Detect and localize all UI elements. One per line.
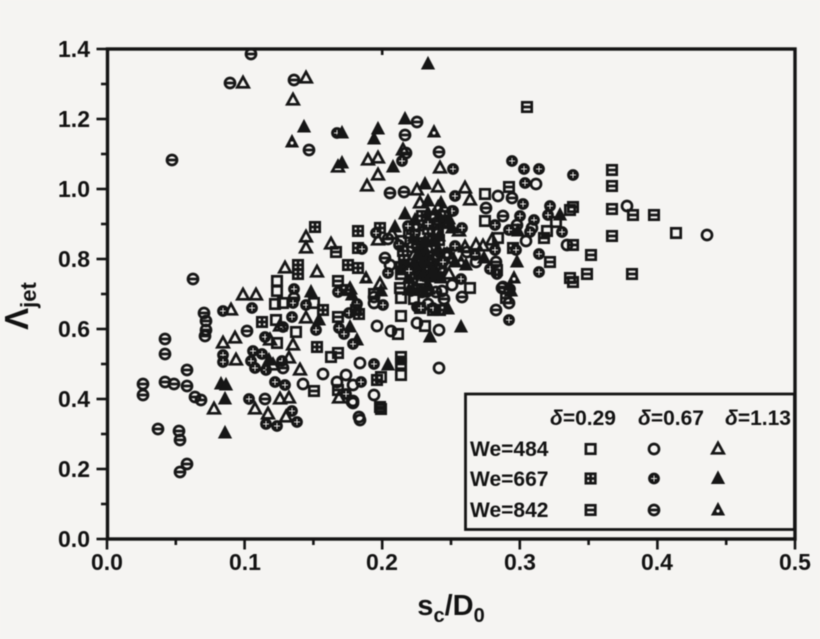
svg-text:δ=0.29: δ=0.29 xyxy=(550,407,616,430)
svg-text:1.4: 1.4 xyxy=(58,36,90,62)
svg-text:0.3: 0.3 xyxy=(504,549,536,575)
svg-text:0.2: 0.2 xyxy=(366,549,398,575)
svg-text:0.5: 0.5 xyxy=(779,549,811,575)
svg-text:We=667: We=667 xyxy=(470,468,548,491)
svg-text:0.4: 0.4 xyxy=(58,386,90,412)
svg-text:0.0: 0.0 xyxy=(91,549,123,575)
svg-text:1.2: 1.2 xyxy=(58,106,90,132)
svg-text:sc/D0: sc/D0 xyxy=(417,590,484,627)
svg-text:0.6: 0.6 xyxy=(58,316,90,342)
svg-text:δ=1.13: δ=1.13 xyxy=(725,407,791,430)
svg-text:δ=0.67: δ=0.67 xyxy=(638,407,704,430)
svg-text:1.0: 1.0 xyxy=(58,176,90,202)
svg-text:We=842: We=842 xyxy=(470,499,548,522)
svg-text:0.2: 0.2 xyxy=(58,456,90,482)
svg-text:0.1: 0.1 xyxy=(229,549,261,575)
svg-text:0.0: 0.0 xyxy=(58,526,90,552)
svg-text:We=484: We=484 xyxy=(470,438,549,461)
svg-text:0.4: 0.4 xyxy=(641,549,673,575)
svg-text:0.8: 0.8 xyxy=(58,246,90,272)
